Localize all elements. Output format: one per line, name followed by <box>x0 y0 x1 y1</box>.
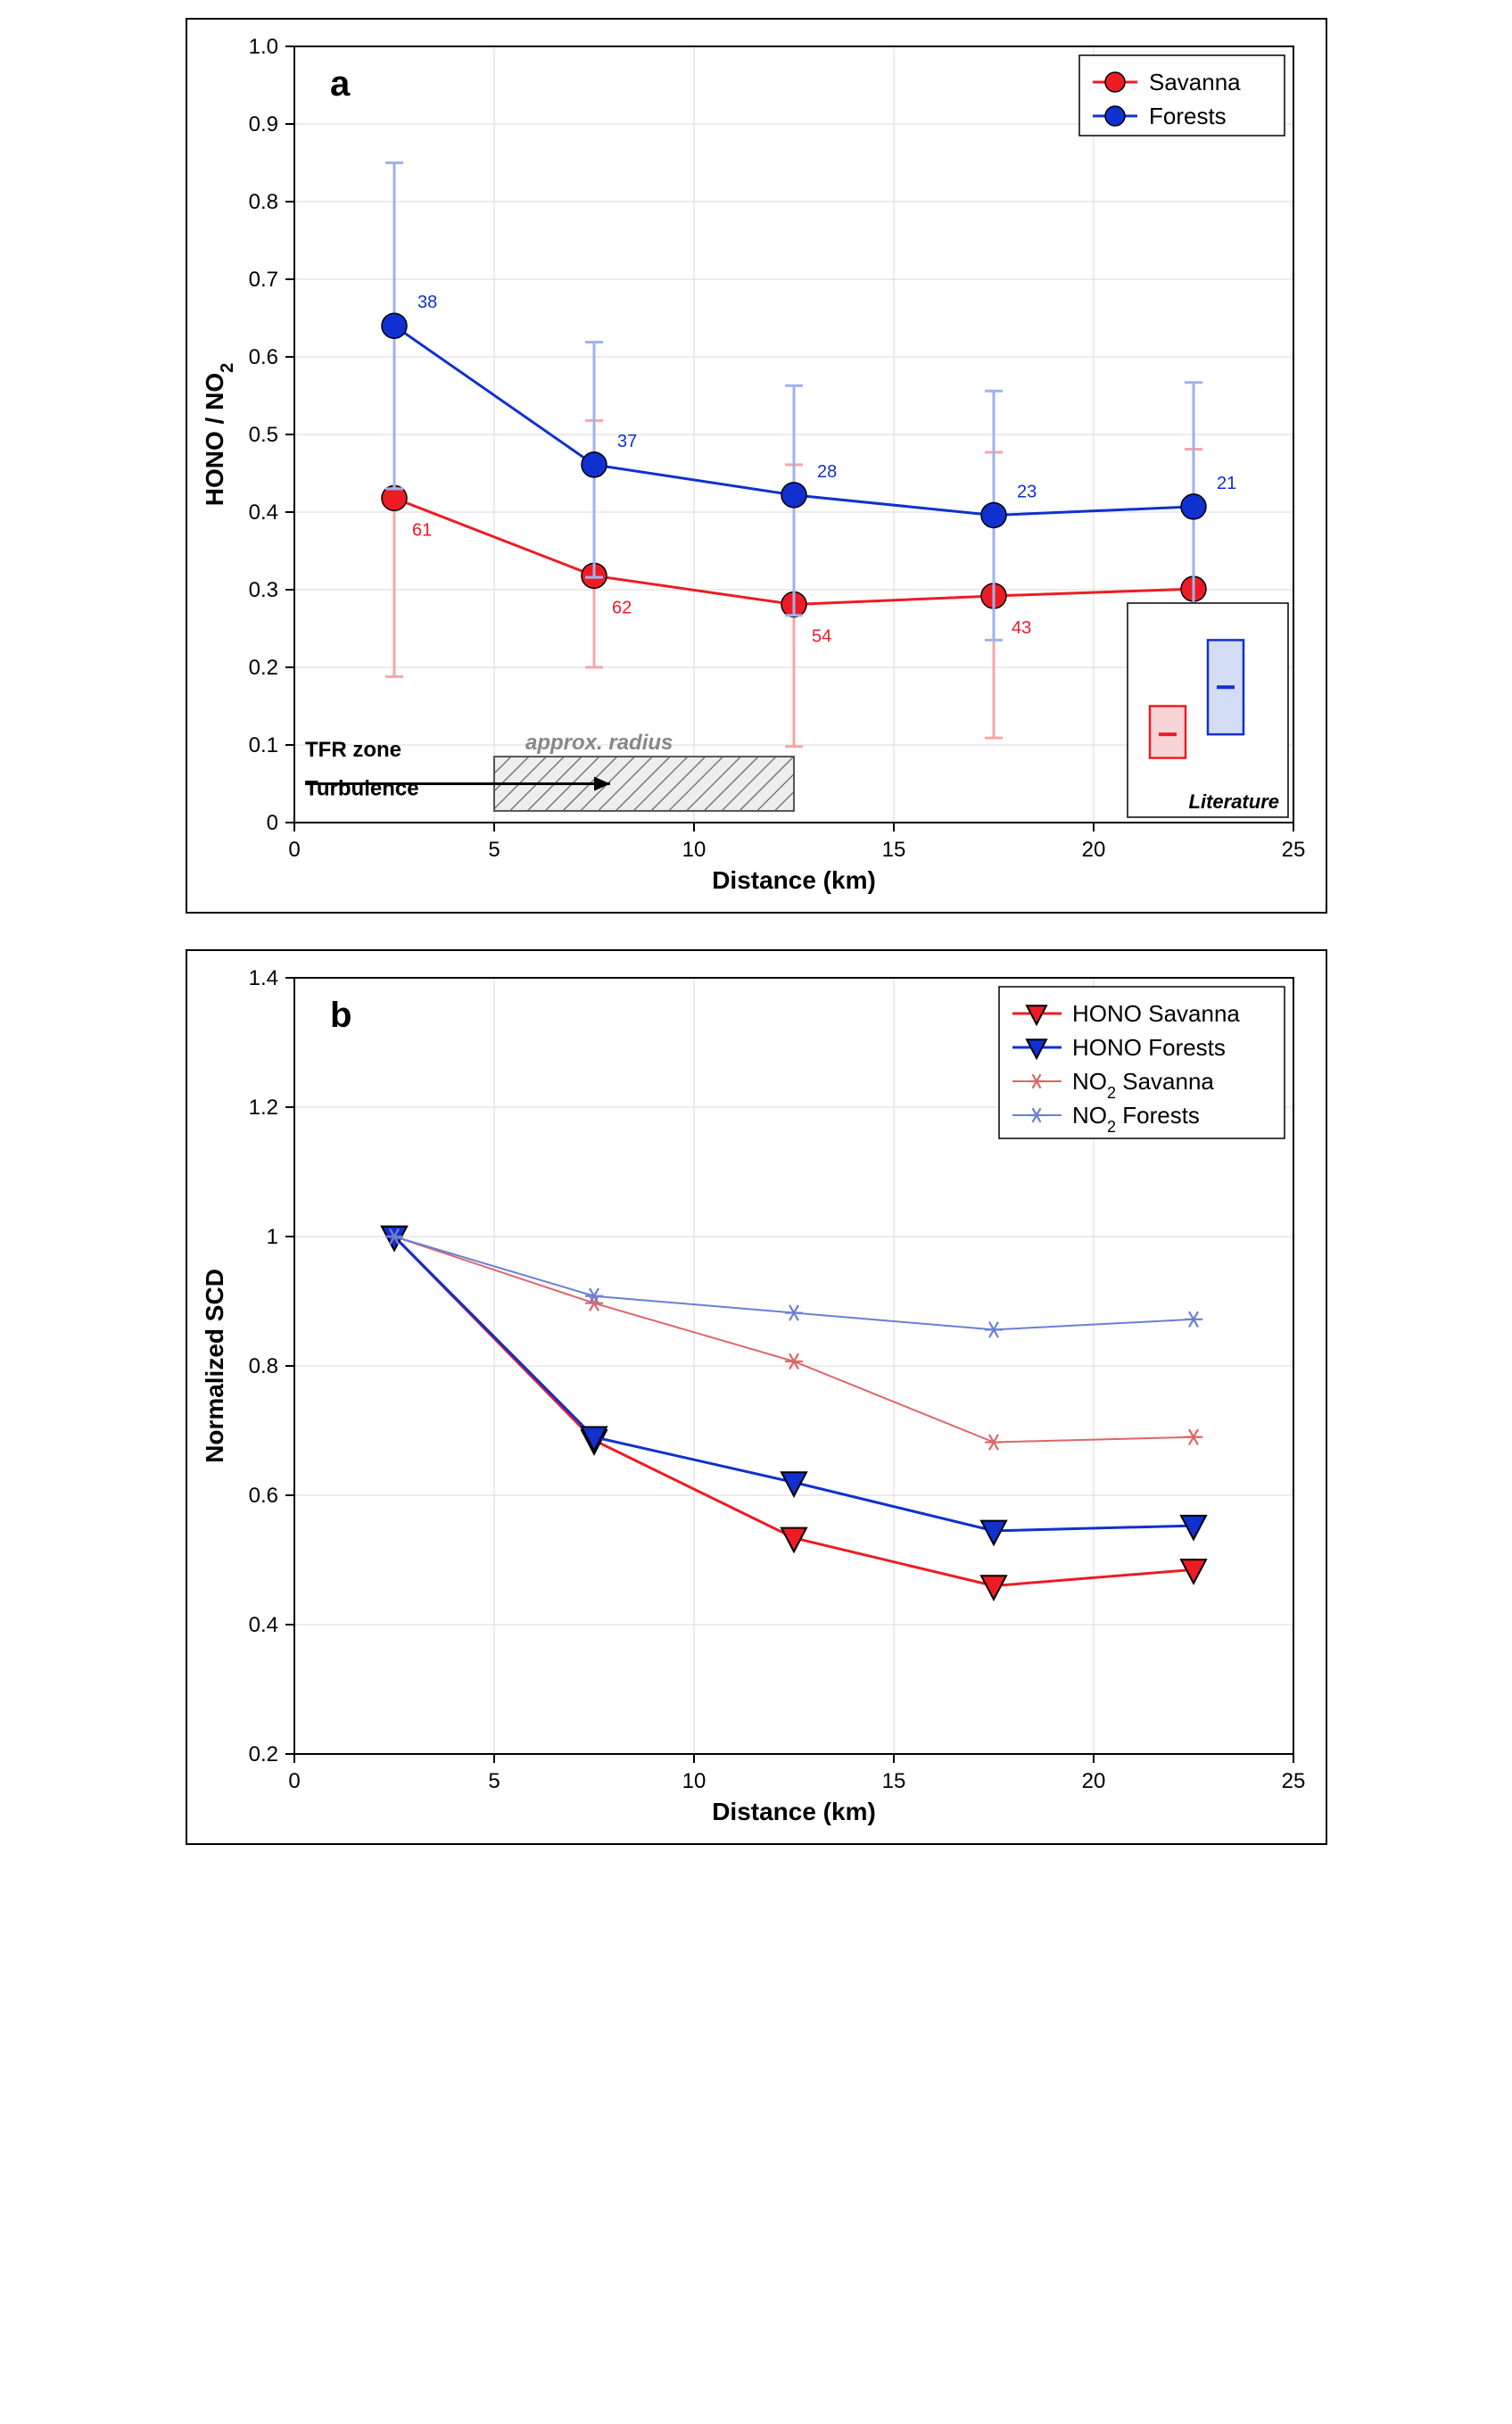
xtick-label: 5 <box>488 1769 500 1793</box>
tfr-zone-label: TFR zone <box>305 738 401 762</box>
legend-label-forests: Forests <box>1149 103 1227 129</box>
xtick-label: 20 <box>1081 838 1105 862</box>
legend-label-b-1: HONO Forests <box>1072 1034 1226 1061</box>
marker-forests <box>781 483 806 508</box>
xtick-label: 15 <box>881 838 905 862</box>
n-label-forests: 21 <box>1217 474 1236 493</box>
ytick-label: 0.8 <box>248 1354 277 1378</box>
panel-a: 0 5 10 15 20 25 0 0.1 0.2 0.3 0.4 0.5 0.6 0.7 0.8 0.9 1.… <box>186 18 1327 914</box>
panel-b-svg: 0 5 10 15 20 25 0.2 0.4 0.6 0.8 1 1.2 1.4 b HONO Savan… <box>187 951 1329 1843</box>
ytick-label: 0.6 <box>248 1484 277 1508</box>
xlabel-a: Distance (km) <box>712 866 876 894</box>
xtick-label: 0 <box>288 1769 300 1793</box>
panel-a-svg: 0 5 10 15 20 25 0 0.1 0.2 0.3 0.4 0.5 0.6 0.7 0.8 0.9 1.… <box>187 20 1329 912</box>
legend-label-savanna: Savanna <box>1149 69 1241 95</box>
marker-forests <box>981 502 1006 527</box>
panel-letter-a: a <box>330 64 351 103</box>
ytick-label: 1.0 <box>248 35 277 59</box>
figure: 051015202500.10.20.30.40.50.60.70.80.91.… <box>186 18 1327 1845</box>
xlabel-b: Distance (km) <box>712 1798 876 1825</box>
lit-box-savanna <box>1150 706 1186 757</box>
xtick-label: 5 <box>488 838 500 862</box>
ytick-label: 0.9 <box>248 112 277 137</box>
xtick-label: 10 <box>682 1769 706 1793</box>
xtick-label: 0 <box>288 838 300 862</box>
xtick-label: 10 <box>682 838 706 862</box>
ytick-label: 0.3 <box>248 578 277 602</box>
ytick-label: 0.2 <box>248 656 277 680</box>
n-label-savanna: 43 <box>1012 618 1031 638</box>
xtick-label: 15 <box>881 1769 905 1793</box>
panel-b: 0 5 10 15 20 25 0.2 0.4 0.6 0.8 1 1.2 1.4 b HONO Savan… <box>186 949 1327 1845</box>
turbulence-label: Turbulence <box>305 777 419 801</box>
panel-letter-b: b <box>330 996 351 1035</box>
marker-forests <box>1181 494 1206 519</box>
ytick-label: 0.7 <box>248 268 277 292</box>
n-label-forests: 23 <box>1017 482 1037 501</box>
series-line-b-2 <box>394 1237 1194 1443</box>
n-label-forests: 37 <box>617 432 637 451</box>
marker-forests <box>582 452 607 477</box>
n-label-savanna: 61 <box>412 520 432 540</box>
xtick-label: 25 <box>1281 838 1305 862</box>
ytick-label: 1.4 <box>248 966 277 990</box>
ytick-label: 0 <box>266 811 277 835</box>
ytick-label: 0.5 <box>248 423 277 447</box>
ytick-label: 0.1 <box>248 733 277 757</box>
n-label-savanna: 62 <box>612 598 632 617</box>
ytick-label: 1 <box>266 1225 277 1249</box>
ytick-label: 0.4 <box>248 501 277 525</box>
ytick-label: 0.4 <box>248 1613 277 1637</box>
legend-label-b-0: HONO Savanna <box>1072 1000 1240 1027</box>
ytick-label: 0.2 <box>248 1742 277 1766</box>
approx-radius-label: approx. radius <box>525 731 673 755</box>
marker-forests <box>382 313 407 338</box>
n-label-forests: 28 <box>817 462 837 482</box>
ytick-label: 1.2 <box>248 1096 277 1120</box>
ylabel-a: HONO / NO2 <box>201 363 237 506</box>
ytick-label: 0.8 <box>248 190 277 214</box>
n-label-forests: 38 <box>417 293 437 312</box>
literature-label: Literature <box>1188 790 1278 813</box>
xtick-label: 20 <box>1081 1769 1105 1793</box>
ytick-label: 0.6 <box>248 345 277 369</box>
n-label-savanna: 54 <box>812 627 831 647</box>
xtick-label: 25 <box>1281 1769 1305 1793</box>
series-line-b-3 <box>394 1237 1194 1329</box>
ylabel-b: Normalized SCD <box>201 1269 228 1463</box>
